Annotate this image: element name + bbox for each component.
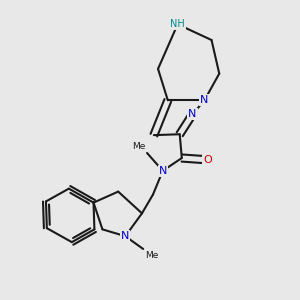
Text: Me: Me [145,251,158,260]
Text: N: N [159,166,167,176]
Text: NH: NH [170,19,185,29]
Text: N: N [188,109,197,119]
Text: O: O [203,155,212,165]
Text: N: N [121,231,130,241]
Text: N: N [200,95,208,105]
Text: Me: Me [132,142,146,151]
